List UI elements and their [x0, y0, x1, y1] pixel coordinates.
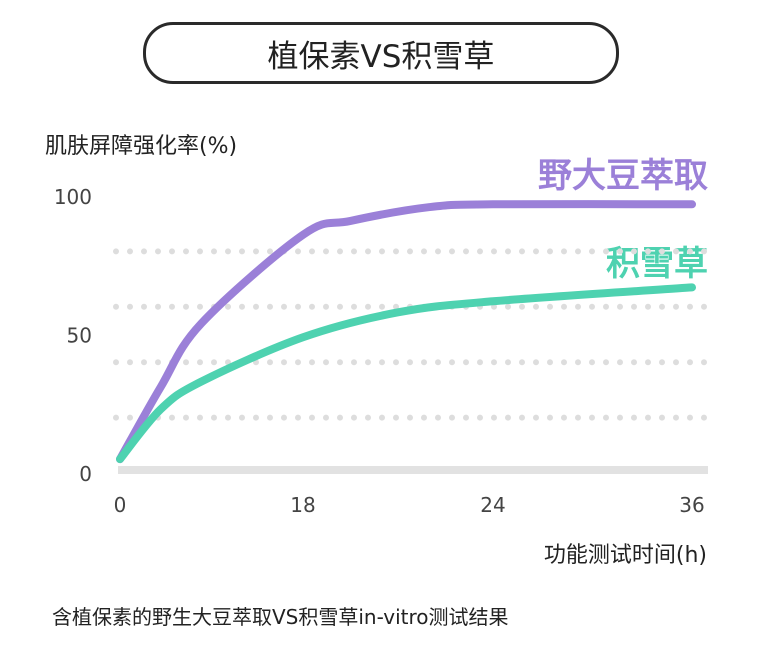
caption: 含植保素的野生大豆萃取VS积雪草in-vitro测试结果 — [52, 605, 509, 629]
x-tick-label: 24 — [480, 493, 505, 517]
y-tick-label: 0 — [79, 462, 92, 486]
legend-soybean: 野大豆萃取 — [538, 156, 708, 196]
y-axis-label: 肌肤屏障强化率(%) — [45, 134, 238, 159]
chart-title: 植保素VS积雪草 — [143, 22, 619, 84]
x-tick-label: 36 — [679, 493, 704, 517]
series-line-centella — [116, 283, 696, 464]
chart-title-text: 植保素VS积雪草 — [267, 38, 495, 75]
x-axis-label: 功能测试时间(h) — [543, 543, 707, 568]
x-tick-label: 0 — [114, 493, 127, 517]
y-tick-label: 100 — [54, 185, 92, 209]
y-tick-label: 50 — [67, 324, 92, 348]
series-line-soybean — [116, 200, 696, 464]
x-tick-label: 18 — [290, 493, 315, 517]
